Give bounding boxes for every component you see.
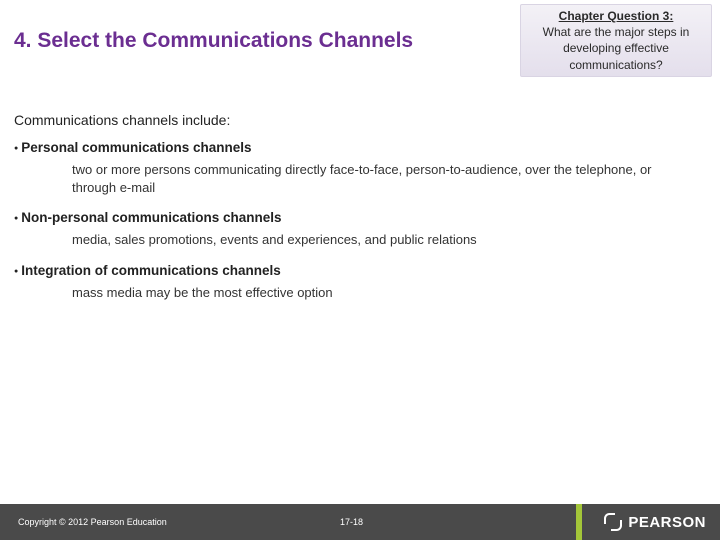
slide-title: 4. Select the Communications Channels	[14, 28, 514, 54]
pearson-logo: PEARSON	[604, 513, 706, 531]
bullet-description: media, sales promotions, events and expe…	[72, 231, 682, 249]
pearson-logo-icon	[604, 513, 622, 531]
bullet-item: ●Integration of communications channels	[14, 263, 706, 278]
bullet-dot-icon: ●	[14, 268, 18, 275]
bullet-label: Non-personal communications channels	[21, 210, 281, 225]
bullet-label: Integration of communications channels	[21, 263, 281, 278]
page-number: 17-18	[340, 517, 363, 527]
accent-divider	[576, 504, 582, 540]
question-heading: Chapter Question 3:	[527, 8, 705, 24]
copyright-text: Copyright © 2012 Pearson Education	[18, 517, 167, 527]
content-area: Communications channels include: ●Person…	[14, 112, 706, 315]
footer-bar: Copyright © 2012 Pearson Education 17-18…	[0, 504, 720, 540]
bullet-description: mass media may be the most effective opt…	[72, 284, 682, 302]
bullet-item: ●Non-personal communications channels	[14, 210, 706, 225]
chapter-question-box: Chapter Question 3: What are the major s…	[520, 4, 712, 77]
pearson-brand-text: PEARSON	[628, 514, 706, 531]
bullet-item: ●Personal communications channels	[14, 140, 706, 155]
bullet-dot-icon: ●	[14, 215, 18, 222]
bullet-dot-icon: ●	[14, 145, 18, 152]
intro-text: Communications channels include:	[14, 112, 706, 128]
bullet-label: Personal communications channels	[21, 140, 251, 155]
question-body: What are the major steps in developing e…	[543, 25, 690, 71]
bullet-description: two or more persons communicating direct…	[72, 161, 682, 196]
